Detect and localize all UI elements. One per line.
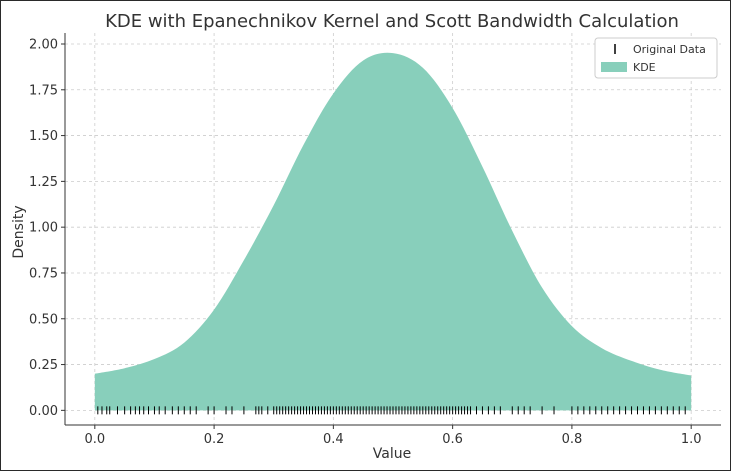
x-tick-label-1: 0.2	[204, 432, 225, 447]
y-tick-label-2: 0.50	[29, 312, 58, 327]
legend-kde-swatch	[601, 62, 627, 72]
rug-layer	[97, 406, 686, 415]
y-tick-label-0: 0.00	[29, 404, 58, 419]
legend-entry-original-data: Original Data	[633, 43, 706, 56]
y-tick-label-5: 1.25	[29, 175, 58, 190]
legend-entry-kde: KDE	[633, 61, 656, 74]
y-axis-label: Density	[11, 205, 27, 258]
y-tick-label-3: 0.75	[29, 266, 58, 281]
x-axis-label: Value	[373, 446, 411, 462]
legend: Original Data KDE	[594, 37, 718, 79]
x-ticks: 0.0 0.2 0.4 0.6 0.8 1.0	[84, 425, 702, 447]
chart-title: KDE with Epanechnikov Kernel and Scott B…	[105, 11, 679, 32]
y-tick-label-8: 2.00	[29, 37, 58, 52]
y-tick-label-6: 1.50	[29, 129, 58, 144]
y-tick-label-7: 1.75	[29, 83, 58, 98]
y-ticks: 0.00 0.25 0.50 0.75 1.00 1.25 1.50 1.75 2.00	[29, 37, 65, 419]
x-tick-label-5: 1.0	[681, 432, 702, 447]
axes	[64, 33, 721, 426]
y-tick-label-4: 1.00	[29, 221, 58, 236]
kde-area	[94, 52, 692, 411]
x-tick-label-0: 0.0	[84, 432, 105, 447]
kde-area-layer	[94, 52, 692, 411]
x-tick-label-2: 0.4	[323, 432, 344, 447]
y-tick-label-1: 0.25	[29, 358, 58, 373]
x-tick-label-3: 0.6	[442, 432, 463, 447]
x-tick-label-4: 0.8	[562, 432, 583, 447]
